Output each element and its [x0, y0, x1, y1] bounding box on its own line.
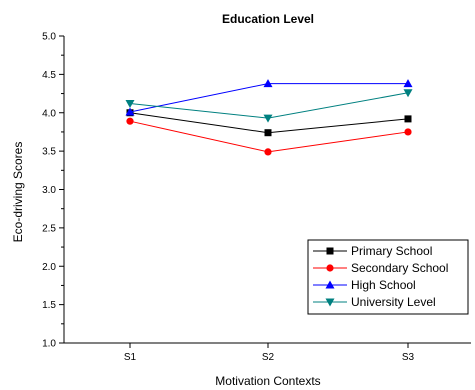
legend-item: High School: [313, 278, 416, 292]
y-tick-label: 3.5: [42, 147, 56, 158]
marker-triangle-up: [403, 79, 413, 88]
marker-square: [404, 115, 412, 123]
marker-triangle-down: [325, 298, 335, 307]
y-axis-label: Eco-driving Scores: [11, 142, 25, 243]
marker-circle: [264, 148, 272, 156]
series-line-secondary-school: [129, 120, 409, 153]
marker-circle: [404, 128, 412, 136]
series-group: [125, 79, 413, 156]
legend-item: Primary School: [313, 244, 432, 258]
y-tick-label: 4.0: [42, 108, 56, 119]
marker-circle: [326, 264, 334, 272]
legend-item: Secondary School: [313, 261, 448, 275]
marker-triangle-down: [403, 89, 413, 98]
legend-item: University Level: [313, 295, 436, 309]
series-primary-school: [126, 109, 412, 137]
axis-ticks: 1.0 1.5 2.0 2.5 3.0 3.5 4.0 4.5 5.0 S1 S2 S3: [42, 32, 414, 364]
legend-label: University Level: [351, 295, 436, 309]
marker-square: [326, 247, 334, 255]
legend-label: Primary School: [351, 244, 432, 258]
y-tick-label: 1.0: [42, 339, 56, 350]
y-tick-label: 4.5: [42, 70, 56, 81]
marker-triangle-down: [263, 114, 273, 123]
marker-triangle-up: [263, 79, 273, 88]
marker-triangle-up: [325, 280, 335, 289]
chart-title: Education Level: [222, 12, 314, 26]
marker-square: [264, 129, 272, 137]
x-axis-label: Motivation Contexts: [215, 374, 320, 388]
y-tick-label: 5.0: [42, 32, 56, 43]
series-high-school: [125, 79, 413, 116]
legend: Primary School Secondary School High Schoo…: [307, 239, 469, 315]
y-tick-label: 3.0: [42, 185, 56, 196]
series-university-level: [125, 89, 413, 123]
y-tick-label: 2.5: [42, 223, 56, 234]
y-tick-label: 2.0: [42, 262, 56, 273]
series-line-university-level: [129, 92, 409, 119]
x-tick-label: S3: [402, 352, 415, 363]
marker-circle: [126, 117, 134, 125]
legend-box: [307, 239, 469, 315]
marker-triangle-up: [125, 107, 135, 116]
x-tick-label: S1: [124, 352, 137, 363]
marker-triangle-down: [125, 100, 135, 109]
legend-label: High School: [351, 278, 416, 292]
x-tick-label: S2: [262, 352, 275, 363]
y-tick-label: 1.5: [42, 300, 56, 311]
series-secondary-school: [126, 117, 412, 156]
legend-label: Secondary School: [351, 261, 448, 275]
